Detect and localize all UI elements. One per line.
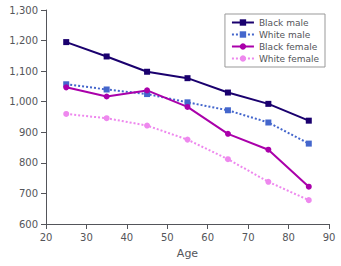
svg-text:1,200: 1,200 [9,35,38,46]
svg-text:700: 700 [19,188,38,199]
svg-text:White male: White male [259,30,311,40]
svg-text:90: 90 [323,232,336,243]
svg-text:1,000: 1,000 [9,96,38,107]
svg-text:600: 600 [19,219,38,230]
svg-text:Black male: Black male [259,18,309,28]
svg-text:40: 40 [120,232,133,243]
svg-text:30: 30 [80,232,93,243]
svg-text:1,100: 1,100 [9,66,38,77]
svg-text:50: 50 [161,232,174,243]
svg-text:900: 900 [19,127,38,138]
svg-text:Age: Age [177,247,199,260]
svg-text:20: 20 [40,232,53,243]
svg-text:80: 80 [282,232,295,243]
svg-text:White female: White female [259,54,320,64]
svg-text:60: 60 [201,232,214,243]
svg-text:Black female: Black female [259,42,318,52]
svg-text:800: 800 [19,157,38,168]
svg-text:70: 70 [242,232,255,243]
svg-text:1,300: 1,300 [9,5,38,16]
